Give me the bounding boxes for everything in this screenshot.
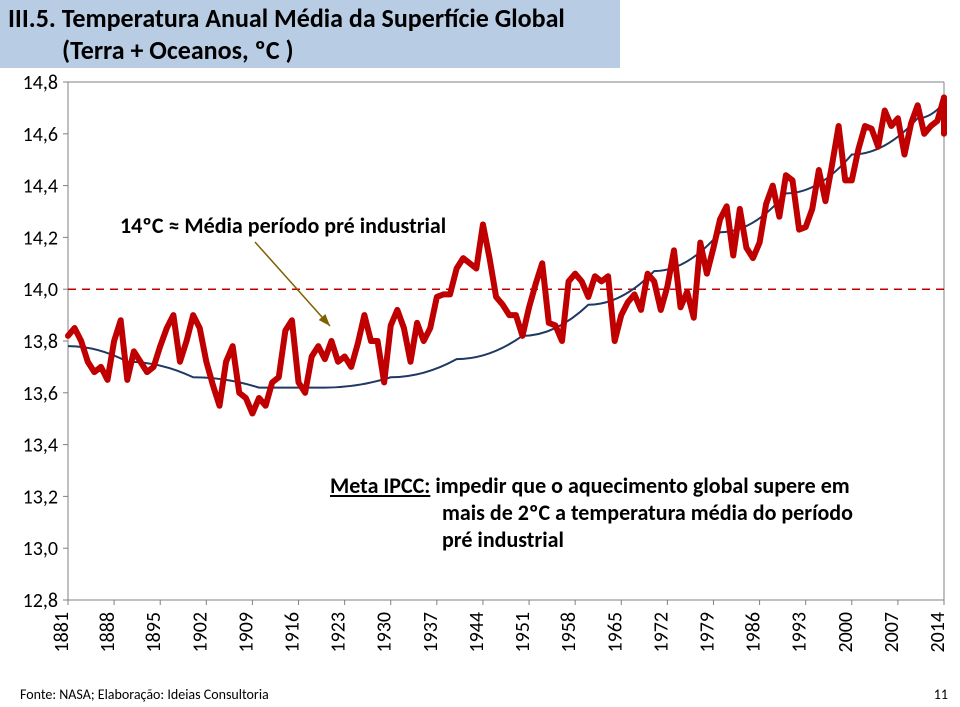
title-line1: III.5. Temperatura Anual Média da Superf… (8, 2, 620, 34)
source-text: Fonte: NASA; Elaboração: Ideias Consulto… (20, 686, 269, 703)
svg-text:2007: 2007 (880, 612, 904, 653)
svg-text:1895: 1895 (142, 612, 166, 653)
svg-text:1930: 1930 (373, 612, 397, 653)
line-chart: 12,8 13,0 13,2 13,4 13,6 13,8 14,0 14,2 14,4 14,6… (0, 70, 960, 685)
svg-text:1993: 1993 (788, 612, 812, 653)
svg-text:14,6: 14,6 (23, 123, 58, 147)
svg-text:1979: 1979 (695, 612, 719, 653)
svg-text:1986: 1986 (742, 612, 766, 653)
annotation-preindustrial: 14ºC ≈ Média período pré industrial (120, 212, 446, 239)
svg-text:1909: 1909 (234, 612, 258, 653)
svg-text:1881: 1881 (50, 612, 74, 653)
title-line2: (Terra + Oceanos, ºC ) (8, 34, 620, 66)
svg-text:2014: 2014 (926, 612, 950, 653)
svg-text:1944: 1944 (465, 612, 489, 653)
chart-container: 12,8 13,0 13,2 13,4 13,6 13,8 14,0 14,2 14,4 14,6… (0, 70, 960, 685)
svg-text:13,4: 13,4 (23, 434, 58, 458)
svg-text:14,8: 14,8 (23, 71, 58, 95)
svg-text:13,6: 13,6 (23, 382, 58, 406)
svg-text:13,0: 13,0 (23, 537, 58, 561)
svg-text:1937: 1937 (419, 612, 443, 653)
svg-text:13,2: 13,2 (23, 485, 58, 509)
svg-text:13,8: 13,8 (23, 330, 58, 354)
svg-text:1965: 1965 (603, 612, 627, 653)
svg-text:14,2: 14,2 (23, 226, 58, 250)
title-bar: III.5. Temperatura Anual Média da Superf… (0, 0, 620, 68)
svg-text:14,0: 14,0 (23, 278, 58, 302)
svg-text:1902: 1902 (188, 612, 212, 653)
svg-text:14,4: 14,4 (23, 175, 58, 199)
svg-text:1958: 1958 (557, 612, 581, 653)
page-number: 11 (934, 686, 948, 703)
svg-text:1916: 1916 (281, 612, 305, 653)
svg-text:1972: 1972 (649, 612, 673, 653)
svg-text:2000: 2000 (834, 612, 858, 653)
annotation-meta-ipcc: Meta IPCC: impedir que o aquecimento glo… (330, 472, 853, 553)
svg-text:1888: 1888 (96, 612, 120, 653)
svg-text:1923: 1923 (327, 612, 351, 653)
svg-text:1951: 1951 (511, 612, 535, 653)
svg-text:12,8: 12,8 (23, 589, 58, 613)
